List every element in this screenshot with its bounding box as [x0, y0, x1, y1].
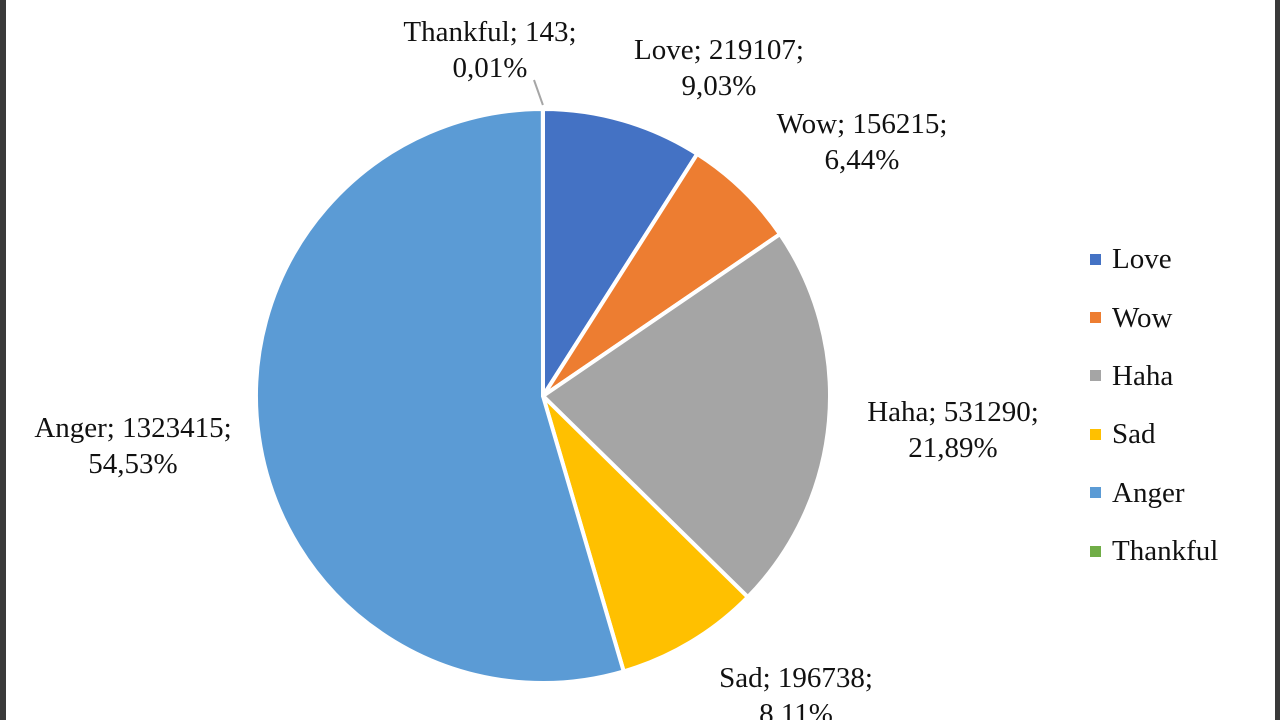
chart-legend: Love Wow Haha Sad Anger Thankful — [1090, 230, 1218, 580]
pie-slice-anger — [254, 107, 626, 685]
leader-line-thankful — [533, 79, 544, 106]
legend-item-sad: Sad — [1090, 405, 1218, 463]
legend-swatch-thankful — [1090, 545, 1101, 557]
legend-swatch-anger — [1090, 487, 1101, 499]
legend-swatch-love — [1090, 253, 1101, 265]
legend-swatch-sad — [1090, 428, 1101, 440]
legend-label-love: Love — [1112, 243, 1172, 276]
pie-slice-love — [541, 107, 700, 398]
legend-item-love: Love — [1090, 230, 1218, 288]
legend-swatch-wow — [1090, 312, 1101, 324]
legend-label-thankful: Thankful — [1112, 535, 1219, 568]
legend-item-haha: Haha — [1090, 347, 1218, 405]
data-label-anger: Anger; 1323415; 54,53% — [34, 412, 232, 480]
legend-label-wow: Wow — [1112, 301, 1173, 334]
legend-item-anger: Anger — [1090, 464, 1218, 522]
data-label-wow: Wow; 156215; 6,44% — [776, 108, 948, 176]
legend-label-haha: Haha — [1112, 359, 1174, 392]
pie-slice-sad — [541, 394, 750, 674]
data-label-thankful: Thankful; 143; 0,01% — [403, 16, 577, 84]
data-label-sad: Sad; 196738; 8,11% — [719, 662, 873, 720]
frame-right-edge — [1275, 0, 1280, 720]
legend-label-sad: Sad — [1112, 418, 1156, 451]
data-label-love: Love; 219107; 9,03% — [634, 34, 804, 102]
data-label-haha: Haha; 531290; 21,89% — [867, 396, 1039, 464]
frame-left-edge — [0, 0, 6, 720]
legend-swatch-haha — [1090, 370, 1101, 382]
pie-slice-haha — [541, 232, 832, 600]
legend-item-wow: Wow — [1090, 288, 1218, 346]
legend-label-anger: Anger — [1112, 476, 1185, 509]
pie-slice-wow — [541, 151, 783, 398]
legend-item-thankful: Thankful — [1090, 522, 1218, 580]
